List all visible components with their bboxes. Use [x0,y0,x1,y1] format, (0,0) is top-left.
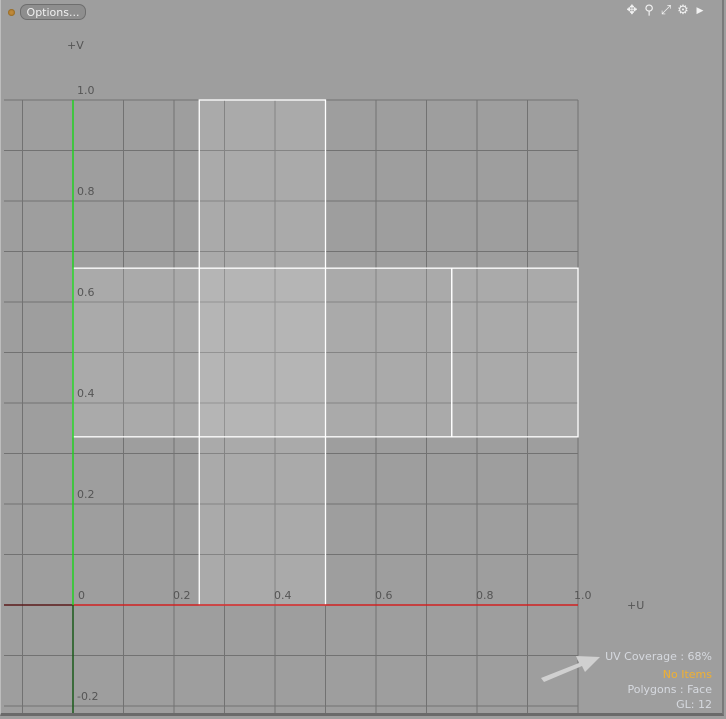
u-tick-label: 0.6 [375,589,393,602]
arrow-indicator-icon [541,656,600,682]
viewport-toolbar: ✥ ⚲ ⤢ ⚙ ▶ [625,4,707,18]
v-axis-label: +V [67,39,84,52]
v-tick-label: 0.2 [77,488,95,501]
u-tick-label: 1.0 [574,589,592,602]
uv-island [198,99,327,606]
fit-icon[interactable]: ⤢ [660,3,672,18]
u-tick-label: 0 [78,589,85,602]
uv-coverage: UV Coverage : 68% [605,650,712,663]
uv-island [72,267,453,438]
v-tick-label: 0.6 [77,286,95,299]
v-tick-label: 1.0 [77,84,95,97]
viewport-status-dot[interactable] [8,9,15,16]
zoom-icon[interactable]: ⚲ [644,3,654,18]
u-tick-label: 0.8 [476,589,494,602]
v-tick-label: 0.4 [77,387,95,400]
gl-count: GL: 12 [676,698,712,711]
polygon-mode: Polygons : Face [627,683,712,696]
u-tick-label: 0.4 [274,589,292,602]
play-arrow-icon[interactable]: ▶ [696,6,704,16]
u-axis-label: +U [627,599,644,612]
v-tick-label: 0.8 [77,185,95,198]
uv-island [451,267,579,438]
u-tick-label: 0.2 [173,589,191,602]
options-button[interactable]: Options... [20,4,86,20]
v-tick-label: -0.2 [77,690,98,703]
selection-status: No Items [662,668,712,681]
move-icon[interactable]: ✥ [626,3,638,18]
gear-icon[interactable]: ⚙ [677,3,689,18]
